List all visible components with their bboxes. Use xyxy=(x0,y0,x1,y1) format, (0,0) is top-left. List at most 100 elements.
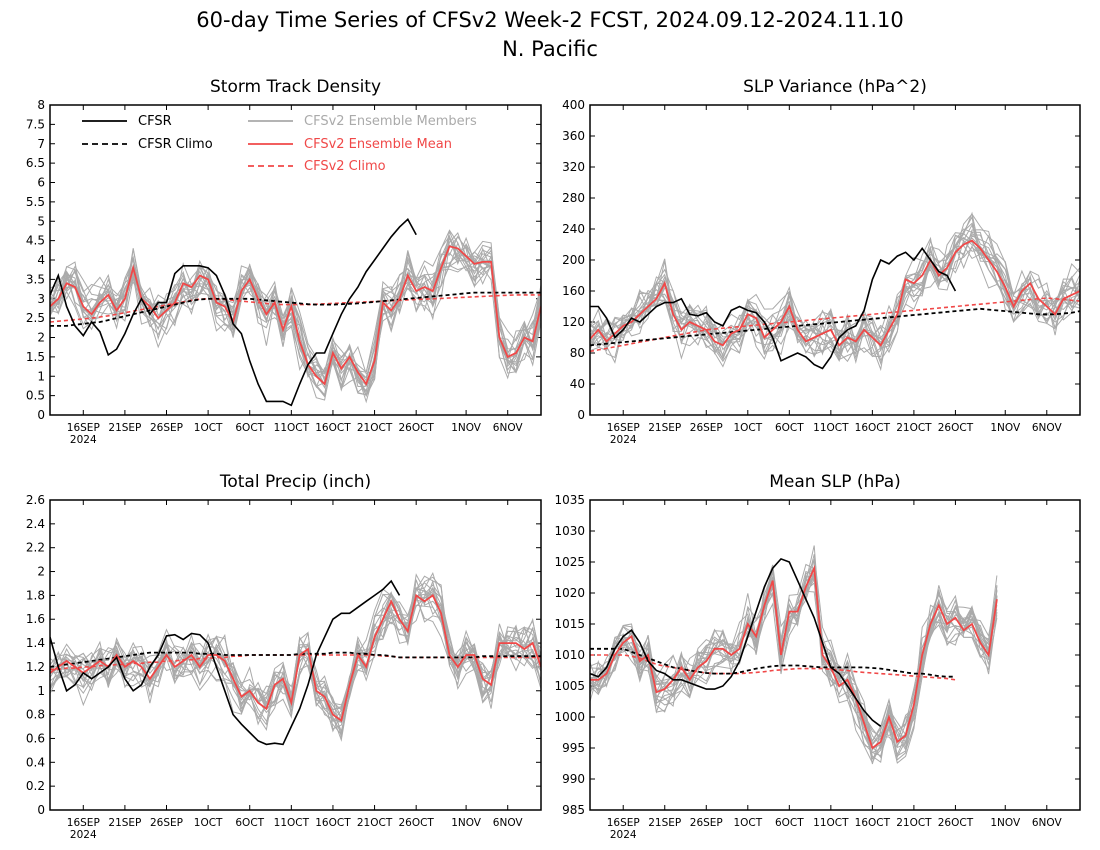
ensemble-member-line xyxy=(590,215,1080,372)
legend-members: CFSv2 Ensemble Members xyxy=(248,114,477,129)
panel-frame xyxy=(589,104,1081,416)
cfsr-climo-line xyxy=(50,291,541,327)
panel-frame xyxy=(49,499,542,811)
cfsr-climo-line xyxy=(590,307,1080,347)
x-tick-label: 6OCT xyxy=(775,817,804,829)
y-tick-label: 990 xyxy=(562,772,585,786)
cfsv2-climo-line xyxy=(50,294,541,323)
x-tick-label: 16SEP xyxy=(607,817,640,829)
ensemble-member-line xyxy=(590,557,998,761)
legend-cfsr-climo: CFSR Climo xyxy=(82,137,213,152)
y-tick-label: 7 xyxy=(37,137,45,151)
y-tick-label: 0.8 xyxy=(26,708,45,722)
ensemble-member-line xyxy=(50,579,541,733)
y-tick-label: 1.2 xyxy=(26,660,45,674)
cfsr-line xyxy=(50,579,401,746)
x-tick-label: 21SEP xyxy=(648,817,681,829)
y-tick-label: 200 xyxy=(562,253,585,267)
x-tick-label: 6OCT xyxy=(775,422,804,434)
y-tick-label: 4.5 xyxy=(26,234,45,248)
y-tick-label: 985 xyxy=(562,803,585,817)
ensemble-member-line xyxy=(50,579,541,726)
y-tick-label: 2.6 xyxy=(26,493,45,507)
x-tick-label: 21OCT xyxy=(357,817,393,829)
x-tick-label: 26SEP xyxy=(690,817,723,829)
series-group xyxy=(50,218,541,407)
cfsv2-climo-line xyxy=(590,654,956,681)
x-tick-label: 21OCT xyxy=(357,422,393,434)
y-tick-label: 1000 xyxy=(554,710,585,724)
ensemble-member-line xyxy=(590,229,1080,368)
y-tick-label: 0.6 xyxy=(26,731,45,745)
cfsr-line xyxy=(50,218,417,407)
series-group xyxy=(50,571,541,746)
y-tick-label: 5 xyxy=(37,214,45,228)
figure-title: 60-day Time Series of CFSv2 Week-2 FCST,… xyxy=(196,8,903,32)
y-tick-label: 7.5 xyxy=(26,117,45,131)
y-tick-label: 1010 xyxy=(554,648,585,662)
x-tick-label: 6NOV xyxy=(493,422,524,434)
y-tick-label: 400 xyxy=(562,98,585,112)
ensemble-member-line xyxy=(590,559,998,757)
x-tick-label: 26OCT xyxy=(398,817,434,829)
x-tick-label: 21SEP xyxy=(108,817,141,829)
cfsr-climo-line xyxy=(590,647,956,678)
x-tick-label: 21SEP xyxy=(108,422,141,434)
x-tick-label: 1NOV xyxy=(451,817,482,829)
panel-title: Mean SLP (hPa) xyxy=(769,472,901,492)
chart-panel-3: Total Precip (inch) 0 0.2 0.4 0.6 0.8 1 1.2 1.4 1… xyxy=(26,472,542,841)
x-tick-label: 1OCT xyxy=(733,422,762,434)
x-tick-label: 21OCT xyxy=(896,817,932,829)
x-tick-label: 1OCT xyxy=(194,817,223,829)
y-tick-label: 240 xyxy=(562,222,585,236)
y-tick-label: 6.5 xyxy=(26,156,45,170)
x-tick-label: 16OCT xyxy=(855,422,891,434)
y-tick-label: 160 xyxy=(562,284,585,298)
cfsr-line xyxy=(590,247,957,370)
cfsv2-climo-line xyxy=(590,297,1080,353)
x-tick-label: 1OCT xyxy=(733,817,762,829)
y-tick-label: 360 xyxy=(562,129,585,143)
x-tick-label: 26OCT xyxy=(938,422,974,434)
ensemble-member-line xyxy=(50,576,541,724)
y-tick-label: 8 xyxy=(37,98,45,112)
x-tick-label: 16SEP xyxy=(607,422,640,434)
y-tick-label: 1020 xyxy=(554,586,585,600)
ensemble-mean-line xyxy=(590,564,998,750)
x-tick-label: 26OCT xyxy=(938,817,974,829)
x-tick-label: 26SEP xyxy=(150,817,183,829)
y-tick-label: 1005 xyxy=(554,679,585,693)
x-tick-label: 16SEP xyxy=(67,817,100,829)
ensemble-mean-line xyxy=(590,239,1080,347)
x-tick-label: 26SEP xyxy=(690,422,723,434)
y-tick-label: 1030 xyxy=(554,524,585,538)
y-tick-label: 2.5 xyxy=(26,311,45,325)
x-tick-label: 11OCT xyxy=(274,422,310,434)
x-year-label: 2024 xyxy=(70,434,97,446)
y-tick-label: 6 xyxy=(37,176,45,190)
chart-panel-4: Mean SLP (hPa) 985 990 995 1000 1005 1010 1015 1… xyxy=(554,472,1081,841)
y-tick-label: 0 xyxy=(37,408,45,422)
y-tick-label: 120 xyxy=(562,315,585,329)
legend-label: CFSR Climo xyxy=(138,137,213,152)
x-tick-label: 21OCT xyxy=(896,422,932,434)
x-tick-label: 1NOV xyxy=(990,422,1021,434)
y-tick-label: 0 xyxy=(37,803,45,817)
y-tick-label: 2 xyxy=(37,565,45,579)
x-tick-label: 6NOV xyxy=(1032,422,1063,434)
y-tick-label: 280 xyxy=(562,191,585,205)
figure-subtitle: N. Pacific xyxy=(502,37,598,61)
x-tick-label: 16OCT xyxy=(315,422,351,434)
ensemble-member-line xyxy=(590,223,1080,363)
y-tick-label: 1.8 xyxy=(26,588,45,602)
panel-title: SLP Variance (hPa^2) xyxy=(743,77,927,97)
y-tick-label: 2.2 xyxy=(26,541,45,555)
y-tick-label: 4 xyxy=(37,253,45,267)
y-tick-label: 40 xyxy=(570,377,585,391)
y-tick-label: 0.5 xyxy=(26,389,45,403)
x-tick-label: 1NOV xyxy=(990,817,1021,829)
x-tick-label: 6NOV xyxy=(493,817,524,829)
y-tick-label: 3.5 xyxy=(26,272,45,286)
x-tick-label: 21SEP xyxy=(648,422,681,434)
